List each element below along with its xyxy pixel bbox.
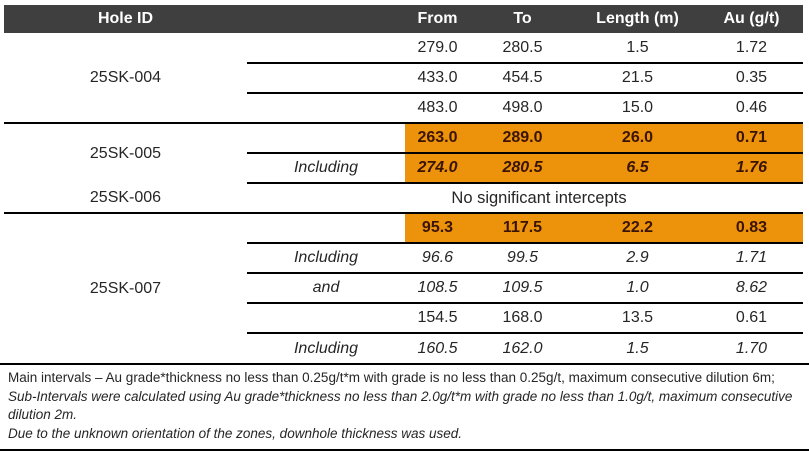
cell-length: 1.5 xyxy=(626,339,649,357)
cell-from: 96.6 xyxy=(405,243,470,274)
cell-from: 263.0 xyxy=(405,123,470,154)
table-row: 154.5 168.0 13.5 0.61 xyxy=(4,303,803,334)
cell-length: 22.2 xyxy=(575,213,700,244)
cell-length: 6.5 xyxy=(575,153,700,184)
cell-sub-label: Including xyxy=(293,339,359,357)
no-intercepts-note: No significant intercepts xyxy=(247,183,803,214)
cell-au: 0.61 xyxy=(700,303,803,334)
cell-sub-label xyxy=(247,63,405,94)
cell-au: 0.71 xyxy=(700,123,803,154)
cell-to: 168.0 xyxy=(470,303,575,334)
column-header-hole-id: Hole ID xyxy=(4,5,247,33)
cell-length: 15.0 xyxy=(575,93,700,124)
cell-to: 454.5 xyxy=(470,63,575,94)
table-wrap: Hole ID From To Length (m) Au (g/t) 25SK… xyxy=(4,5,803,363)
cell-sub-label xyxy=(247,93,405,124)
cell-length: 2.9 xyxy=(575,243,700,274)
cell-au: 1.71 xyxy=(700,243,803,274)
footnotes: Main intervals – Au grade*thickness no l… xyxy=(0,363,809,451)
cell-to: 162.0 xyxy=(502,339,543,357)
table-row: Including 160.5 162.0 1.5 1.70 xyxy=(4,333,803,363)
cell-to: 99.5 xyxy=(470,243,575,274)
table-row: 25SK-005 263.0 289.0 26.0 0.71 xyxy=(4,123,803,162)
cell-from: 483.0 xyxy=(405,93,470,124)
cell-au: 1.70 xyxy=(735,339,768,357)
hole-id: 25SK-004 xyxy=(4,33,247,124)
cell-length: 26.0 xyxy=(575,123,700,154)
cell-au: 1.72 xyxy=(700,33,803,64)
cell-to: 280.5 xyxy=(470,153,575,184)
cell-au: 0.83 xyxy=(700,213,803,244)
table-body: 25SK-004 279.0 280.5 1.5 1.72 433.0 454.5 21.5 0… xyxy=(4,33,803,363)
cell-sub-label: Including xyxy=(247,153,405,184)
table-row: and 108.5 109.5 1.0 8.62 xyxy=(4,273,803,304)
table-row: Including 274.0 280.5 6.5 1.76 xyxy=(4,153,803,184)
column-header-au: Au (g/t) xyxy=(700,5,803,33)
table-row: 25SK-004 279.0 280.5 1.5 1.72 xyxy=(4,33,803,124)
cell-sub-label xyxy=(247,213,405,244)
cell-from: 95.3 xyxy=(405,213,470,244)
footnote-orientation: Due to the unknown orientation of the zo… xyxy=(8,425,463,441)
cell-length: 21.5 xyxy=(575,63,700,94)
hole-id: 25SK-005 xyxy=(89,144,162,162)
table-row: 433.0 454.5 21.5 0.35 xyxy=(4,63,803,94)
cell-sub-label xyxy=(247,33,405,64)
table-header: Hole ID From To Length (m) Au (g/t) xyxy=(4,5,803,33)
cell-length: 1.0 xyxy=(575,273,700,304)
table-row: 25SK-007 95.3 117.5 22.2 0.83 xyxy=(4,213,803,297)
cell-sub-label: Including xyxy=(247,243,405,274)
cell-sub-label: and xyxy=(247,273,405,304)
footnote-main-roman: Main intervals – Au grade*thickness no l… xyxy=(8,370,775,385)
cell-au: 0.46 xyxy=(700,93,803,124)
cell-from: 160.5 xyxy=(417,339,458,357)
column-header-length: Length (m) xyxy=(575,5,700,33)
cell-from: 154.5 xyxy=(405,303,470,334)
cell-from: 274.0 xyxy=(405,153,470,184)
footnote-main: Main intervals – Au grade*thickness no l… xyxy=(8,369,799,425)
cell-au: 0.35 xyxy=(700,63,803,94)
header-row: Hole ID From To Length (m) Au (g/t) xyxy=(4,5,803,33)
cell-from: 279.0 xyxy=(405,33,470,64)
cell-to: 498.0 xyxy=(470,93,575,124)
cell-to: 109.5 xyxy=(470,273,575,304)
cell-sub-label xyxy=(247,303,405,334)
footnote-main-italic: Sub-Intervals were calculated using Au g… xyxy=(8,388,793,423)
cell-to: 117.5 xyxy=(470,213,575,244)
hole-id: 25SK-006 xyxy=(4,183,247,214)
cell-to: 289.0 xyxy=(470,123,575,154)
cell-to: 280.5 xyxy=(470,33,575,64)
table-row: 25SK-006 No significant intercepts xyxy=(4,183,803,214)
cell-length: 1.5 xyxy=(575,33,700,64)
column-header-to: To xyxy=(470,5,575,33)
cell-from: 108.5 xyxy=(405,273,470,304)
column-header-from: From xyxy=(405,5,470,33)
cell-au: 8.62 xyxy=(700,273,803,304)
table-row: 483.0 498.0 15.0 0.46 xyxy=(4,93,803,124)
cell-au: 1.76 xyxy=(700,153,803,184)
cell-length: 13.5 xyxy=(575,303,700,334)
table-row: Including 96.6 99.5 2.9 1.71 xyxy=(4,243,803,274)
hole-id: 25SK-007 xyxy=(89,279,162,297)
cell-sub-label xyxy=(247,123,405,154)
column-header-sub xyxy=(247,5,405,33)
intercepts-table: Hole ID From To Length (m) Au (g/t) 25SK… xyxy=(4,5,803,363)
cell-from: 433.0 xyxy=(405,63,470,94)
